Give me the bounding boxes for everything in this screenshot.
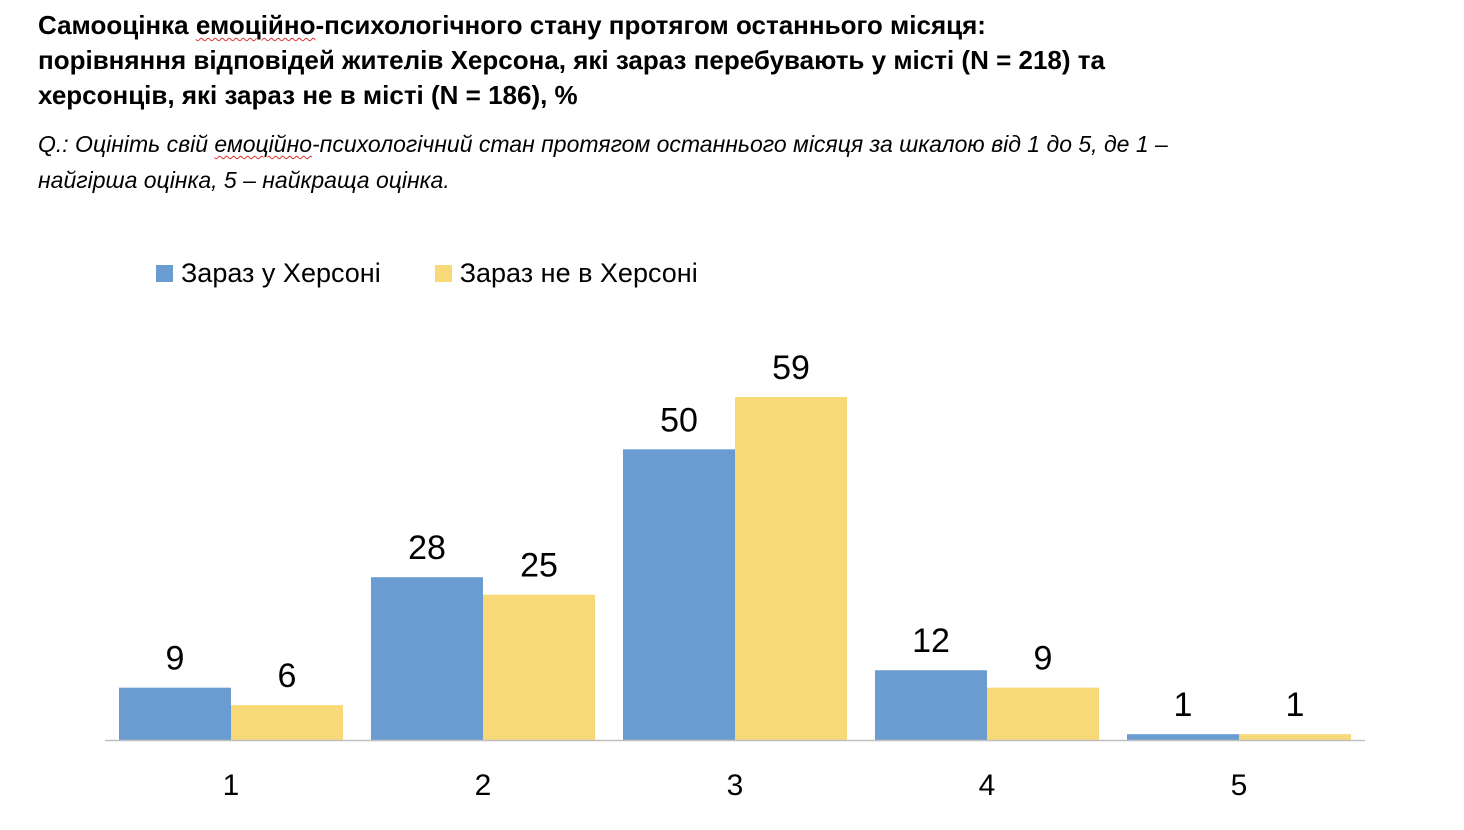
chart-title: Самооцінка емоційно-психологічного стану… [38,8,1438,113]
bar-not-in-kherson-4 [987,687,1099,740]
spellcheck-word: емоційно [214,131,313,157]
data-label: 12 [912,622,950,660]
legend-label: Зараз не в Херсоні [459,258,698,288]
x-tick-label: 2 [475,769,492,802]
data-label: 50 [660,401,698,439]
data-label: 9 [166,640,185,678]
chart-title-line-2: порівняння відповідей жителів Херсона, я… [38,45,1105,75]
x-tick-label: 5 [1231,769,1248,802]
x-tick-label: 4 [979,769,996,802]
bar-in-kherson-4 [875,670,987,740]
chart-title-line-1: Самооцінка емоційно-психологічного стану… [38,10,986,40]
chart-legend: Зараз у Херсоні Зараз не в Херсоні [156,258,752,289]
x-tick-label: 3 [727,769,744,802]
bar-not-in-kherson-2 [483,594,595,740]
legend-item-not-in-kherson: Зараз не в Херсоні [434,258,698,289]
data-label: 59 [772,349,810,387]
chart-subtitle: Q.: Оцініть свій емоційно-психологічний … [38,126,1438,198]
chart-title-line-3: херсонців, які зараз не в місті (N = 186… [38,80,578,110]
spellcheck-word: емоційно [195,10,316,40]
data-label: 25 [520,547,558,585]
bar-in-kherson-3 [623,449,735,740]
bar-not-in-kherson-3 [735,397,847,740]
bar-in-kherson-1 [119,687,231,740]
data-label: 6 [278,657,297,695]
bar-not-in-kherson-1 [231,705,343,740]
x-tick-label: 1 [223,769,240,802]
chart-subtitle-line-2: найгірша оцінка, 5 – найкраща оцінка. [38,167,450,193]
bar-in-kherson-5 [1127,734,1239,740]
legend-swatch [434,265,452,282]
data-label: 9 [1034,640,1053,678]
bar-in-kherson-2 [371,577,483,740]
data-label: 1 [1174,686,1193,724]
data-label: 28 [408,529,446,567]
bar-not-in-kherson-5 [1239,734,1351,740]
legend-swatch [156,265,173,282]
data-label: 1 [1286,686,1305,724]
legend-item-in-kherson: Зараз у Херсоні [156,258,381,289]
legend-label: Зараз у Херсоні [181,258,381,288]
chart-subtitle-line-1: Q.: Оцініть свій емоційно-психологічний … [38,131,1168,157]
